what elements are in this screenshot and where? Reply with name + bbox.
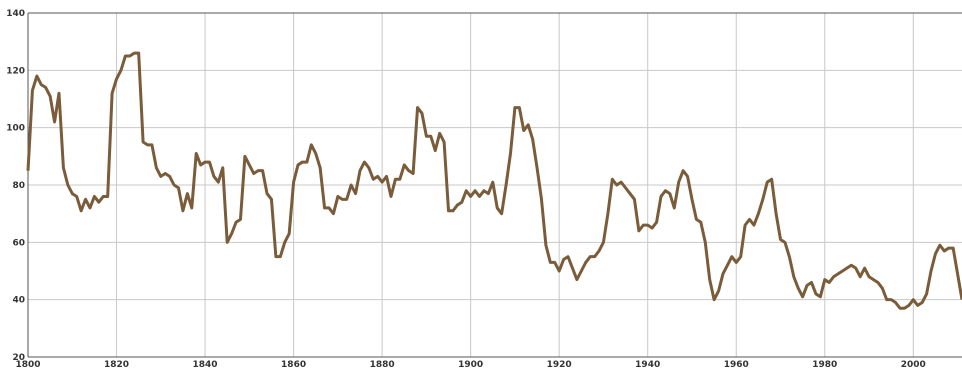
x-tick-label: 1960	[724, 360, 749, 369]
x-tick-label: 1880	[370, 360, 395, 369]
x-tick-label: 1860	[281, 360, 306, 369]
x-tick-label: 2000	[901, 360, 926, 369]
x-tick-label: 1840	[193, 360, 218, 369]
y-tick-label: 80	[12, 181, 25, 191]
y-tick-label: 140	[6, 9, 25, 19]
x-tick-label: 1920	[547, 360, 572, 369]
y-tick-label: 120	[6, 66, 25, 76]
x-tick-label: 1940	[635, 360, 660, 369]
data-line	[26, 51, 962, 310]
x-tick-label: 1800	[15, 360, 40, 369]
y-tick-label: 40	[12, 296, 25, 306]
y-tick-label: 20	[12, 353, 25, 363]
x-tick-label: 1820	[104, 360, 129, 369]
y-tick-label: 100	[6, 124, 25, 134]
y-tick-label: 60	[12, 238, 25, 248]
x-tick-label: 1900	[458, 360, 483, 369]
x-tick-label: 1980	[812, 360, 837, 369]
